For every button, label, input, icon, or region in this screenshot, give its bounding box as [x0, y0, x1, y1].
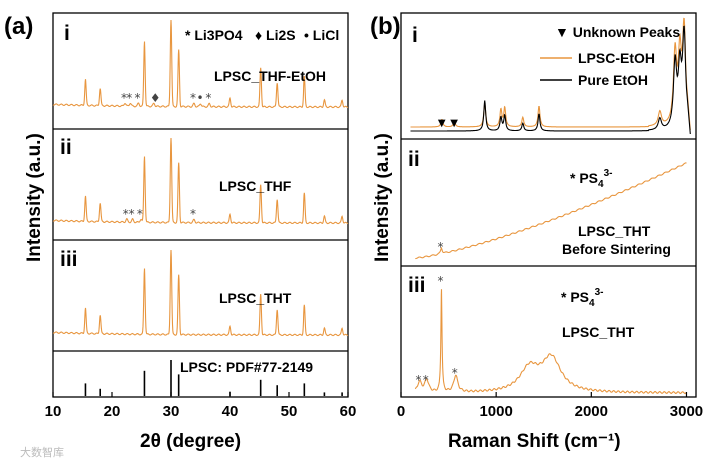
raman-unknown-peak-mark-1: ▼ [450, 118, 458, 129]
xrd-impurity-marks: * * * ♦ * • ** * * * [121, 91, 211, 221]
xrd-legend-li3po4: * Li3PO4 [185, 27, 243, 43]
xrd-impurity-mark-ii-2: * [137, 207, 143, 221]
xrd-sample-ii: LPSC_THF [219, 178, 292, 194]
raman-curve-i-lpsc-etoh [410, 17, 691, 131]
xrd-x-tick-label-1: 20 [104, 403, 121, 420]
xrd-x-axis-title: 2θ (degree) [140, 431, 241, 452]
raman-ii-sample-line1: LPSC_THT [578, 223, 651, 239]
watermark: 大数智库 [20, 445, 64, 459]
raman-legend-pure-etoh: Pure EtOH [578, 72, 648, 88]
xrd-impurity-mark-i-4: * [190, 91, 196, 105]
raman-sub-ii-label: ii [408, 148, 420, 171]
raman-x-tick-label-0: 0 [397, 403, 405, 420]
raman-ii-ps4-prefix: * PS [570, 170, 598, 186]
raman-sub-iii-label: iii [408, 274, 426, 297]
raman-iii-peak-mark-0: * [416, 373, 422, 387]
raman-curve-iii [414, 289, 687, 395]
raman-curves [410, 17, 691, 395]
raman-curve-ii [415, 162, 687, 260]
xrd-impurity-mark-i-3: ♦ [150, 91, 161, 105]
xrd-x-tick-label-0: 10 [45, 403, 62, 420]
xrd-reference-label: LPSC: PDF#77-2149 [180, 359, 313, 375]
raman-x-tick-label-1: 1000 [479, 403, 512, 420]
xrd-impurity-mark-i-1: * [126, 91, 132, 105]
raman-ii-peak-mark: * [437, 240, 443, 254]
raman-y-axis-title: Intensity (a.u.) [372, 133, 393, 262]
raman-ii-ps4-sup: 3- [604, 168, 613, 179]
xrd-sub-ii-label: ii [60, 136, 72, 159]
panel-b-label: (b) [370, 13, 401, 40]
raman-frame [400, 12, 697, 398]
xrd-impurity-mark-i-5: • [197, 91, 204, 105]
xrd-x-ticks: 10 20 30 40 50 60 [45, 392, 357, 420]
raman-iii-ps4-label: * PS43- [561, 287, 603, 309]
xrd-sub-iii-label: iii [60, 248, 78, 271]
raman-ii-sample-line2: Before Sintering [562, 241, 671, 257]
xrd-sub-i-label: i [64, 22, 70, 45]
raman-iii-ps4-prefix: * PS [561, 289, 589, 305]
xrd-x-tick-label-3: 40 [222, 403, 239, 420]
xrd-impurity-mark-ii-3: * [190, 207, 196, 221]
xrd-legend-li2s: ♦ Li2S [255, 27, 296, 43]
raman-unknown-peak-mark-0: ▼ [438, 118, 446, 129]
xrd-x-tick-label-5: 60 [340, 403, 357, 420]
raman-legend-unknown: ▼ Unknown Peaks [555, 24, 680, 40]
raman-iii-sample: LPSC_THT [562, 324, 635, 340]
xrd-curve-i [52, 19, 349, 109]
raman-iii-ps4-sup: 3- [595, 287, 604, 298]
raman-sub-i-label: i [412, 24, 418, 47]
xrd-x-tick-label-2: 30 [163, 403, 180, 420]
raman-x-tick-label-2: 2000 [575, 403, 608, 420]
xrd-impurity-mark-i-0: * [121, 91, 127, 105]
xrd-x-tick-label-4: 50 [281, 403, 298, 420]
raman-legend-lpsc-etoh: LPSC-EtOH [578, 50, 655, 66]
raman-x-ticks: 0 1000 2000 3000 [397, 392, 703, 420]
raman-ii-ps4-sub: 4 [598, 179, 604, 190]
panel-a-label: (a) [4, 13, 33, 40]
xrd-curve-iii [52, 249, 349, 337]
xrd-frame [52, 12, 349, 398]
xrd-panel: * * * ♦ * • ** * * * 10 20 30 40 50 60 i ii iii LPSC_T… [24, 12, 357, 452]
raman-iii-peak-mark-2: * [437, 274, 443, 288]
raman-iii-peak-mark-3: * [452, 366, 458, 380]
raman-x-tick-label-3: 3000 [670, 403, 703, 420]
raman-ii-ps4-label: * PS43- [570, 168, 612, 190]
raman-iii-peak-mark-1: * [423, 373, 429, 387]
raman-iii-ps4-sub: 4 [589, 298, 595, 309]
raman-x-axis-title: Raman Shift (cm⁻¹) [448, 431, 621, 452]
xrd-sample-i: LPSC_THF-EtOH [214, 68, 326, 84]
xrd-curve-ii [52, 137, 349, 225]
xrd-sample-iii: LPSC_THT [219, 290, 292, 306]
xrd-legend-licl: • LiCl [304, 27, 339, 43]
xrd-impurity-mark-ii-1: * [129, 207, 135, 221]
raman-panel: ▼ ▼** *** 0 1000 2000 3000 i ii iii ▼ Unknown… [372, 12, 703, 452]
raman-curve-i-pure-etoh [410, 25, 691, 135]
raman-peak-marks: ▼ ▼** *** [416, 118, 459, 387]
xrd-impurity-mark-i-6: * [205, 91, 211, 105]
xrd-y-axis-title: Intensity (a.u.) [24, 133, 45, 262]
xrd-impurity-mark-i-2: * [135, 91, 141, 105]
xrd-impurity-mark-ii-0: * [123, 207, 129, 221]
xrd-curves [52, 19, 349, 337]
